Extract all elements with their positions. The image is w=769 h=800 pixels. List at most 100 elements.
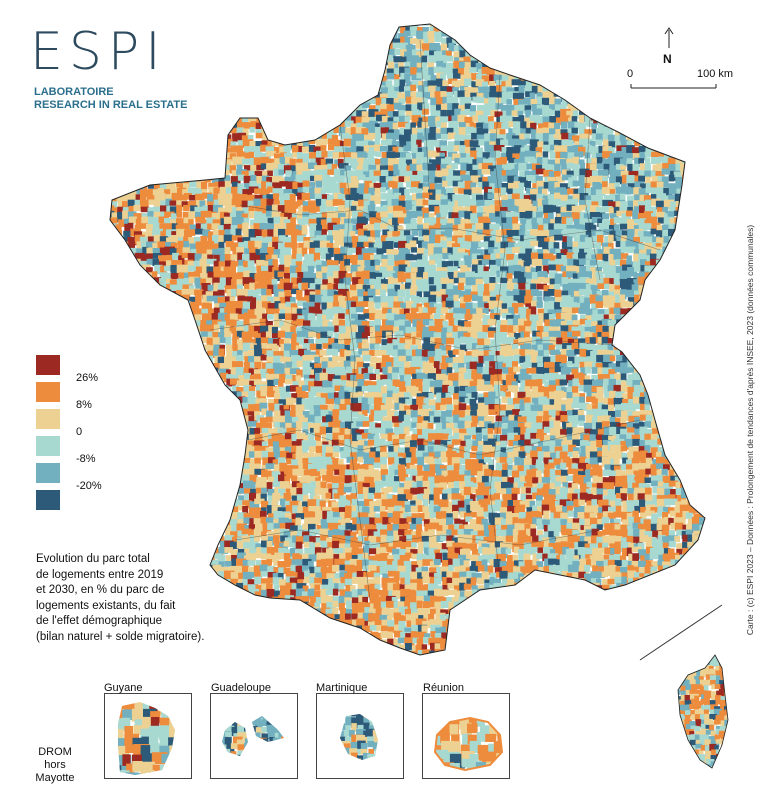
commune-cell xyxy=(280,152,287,160)
commune-cell xyxy=(248,240,256,249)
commune-cell xyxy=(559,194,569,202)
commune-cell xyxy=(272,236,279,243)
commune-cell xyxy=(508,224,515,231)
commune-cell xyxy=(543,291,551,301)
commune-cell xyxy=(176,212,183,218)
commune-cell xyxy=(207,240,214,251)
commune-cell xyxy=(620,26,627,36)
commune-cell xyxy=(375,97,387,108)
commune-cell xyxy=(265,110,274,121)
commune-cell xyxy=(436,72,444,83)
commune-cell xyxy=(656,266,663,275)
commune-cell xyxy=(356,74,366,80)
commune-cell xyxy=(110,115,116,125)
commune-cell xyxy=(135,164,143,173)
commune-cell xyxy=(644,283,652,293)
commune-cell xyxy=(422,229,430,237)
commune-cell xyxy=(464,139,473,148)
commune-cell xyxy=(369,169,378,179)
commune-cell xyxy=(152,129,163,138)
commune-cell xyxy=(562,259,570,269)
commune-cell xyxy=(363,55,374,65)
commune-cell xyxy=(496,85,504,93)
commune-cell xyxy=(249,127,255,133)
commune-cell xyxy=(404,176,410,183)
commune-cell xyxy=(608,73,617,80)
commune-cell xyxy=(207,117,214,128)
commune-cell xyxy=(110,182,113,192)
commune-cell xyxy=(219,271,226,281)
commune-cell xyxy=(601,74,611,82)
commune-cell xyxy=(412,109,419,116)
commune-cell xyxy=(135,314,143,324)
commune-cell xyxy=(465,126,474,134)
commune-cell xyxy=(646,249,652,256)
commune-cell xyxy=(532,109,540,117)
commune-cell xyxy=(225,187,234,194)
commune-cell xyxy=(290,224,300,233)
commune-cell xyxy=(230,264,236,276)
commune-cell xyxy=(440,288,447,300)
commune-cell xyxy=(296,278,305,285)
commune-cell xyxy=(345,273,353,282)
commune-cell xyxy=(488,121,497,132)
commune-cell xyxy=(430,183,437,194)
commune-cell xyxy=(110,315,114,325)
commune-cell xyxy=(514,87,522,95)
commune-cell xyxy=(249,24,257,27)
commune-cell xyxy=(421,297,432,306)
commune-cell xyxy=(273,249,282,259)
commune-cell xyxy=(657,31,665,42)
commune-cell xyxy=(568,44,576,51)
commune-cell xyxy=(454,157,461,165)
commune-cell xyxy=(463,285,472,293)
commune-cell xyxy=(284,90,293,100)
commune-cell xyxy=(603,108,613,115)
commune-cell xyxy=(447,132,456,139)
commune-cell xyxy=(279,181,289,187)
commune-cell xyxy=(561,290,570,297)
commune-cell xyxy=(337,74,348,83)
commune-cell xyxy=(284,259,291,270)
commune-cell xyxy=(301,162,311,174)
commune-cell xyxy=(170,213,177,223)
commune-cell xyxy=(280,247,286,256)
commune-cell xyxy=(128,132,135,142)
commune-cell xyxy=(385,30,396,37)
commune-cell xyxy=(673,85,685,95)
commune-cell xyxy=(178,147,187,156)
commune-cell xyxy=(428,85,437,92)
commune-cell xyxy=(265,308,275,314)
commune-cell xyxy=(656,207,663,216)
commune-cell xyxy=(363,241,373,248)
commune-cell xyxy=(500,48,506,57)
commune-cell xyxy=(609,273,616,281)
commune-cell xyxy=(676,121,685,132)
commune-cell xyxy=(513,206,522,214)
commune-cell xyxy=(650,228,657,235)
commune-cell xyxy=(541,97,550,107)
commune-cell xyxy=(531,217,539,226)
commune-cell xyxy=(549,25,555,32)
commune-cell xyxy=(469,122,480,129)
commune-cell xyxy=(267,30,275,42)
commune-cell xyxy=(345,80,354,87)
commune-cell xyxy=(368,62,374,71)
commune-cell xyxy=(483,42,493,51)
commune-cell xyxy=(398,264,408,272)
commune-cell xyxy=(517,67,526,74)
commune-cell xyxy=(621,230,632,239)
commune-cell xyxy=(409,45,416,52)
commune-cell xyxy=(406,195,416,202)
commune-cell xyxy=(656,133,663,142)
commune-cell xyxy=(566,158,574,166)
commune-cell xyxy=(147,283,153,291)
commune-cell xyxy=(141,175,152,184)
commune-cell xyxy=(584,195,595,202)
commune-cell xyxy=(230,260,239,267)
commune-cell xyxy=(603,97,610,106)
commune-cell xyxy=(663,301,674,310)
commune-cell xyxy=(308,104,317,111)
commune-cell xyxy=(274,200,281,207)
commune-cell xyxy=(609,153,619,161)
